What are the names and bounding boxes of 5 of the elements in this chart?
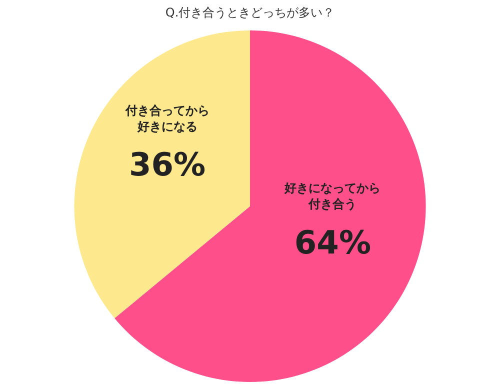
data-label: 64% [294, 223, 372, 262]
slice-label: 付き合ってから好きになる [124, 103, 210, 134]
chart-title: Q.付き合うときどっちが多い？ [165, 5, 335, 20]
data-label: 36% [128, 146, 206, 184]
slice-label: 好きになってから付き合う [284, 181, 381, 212]
